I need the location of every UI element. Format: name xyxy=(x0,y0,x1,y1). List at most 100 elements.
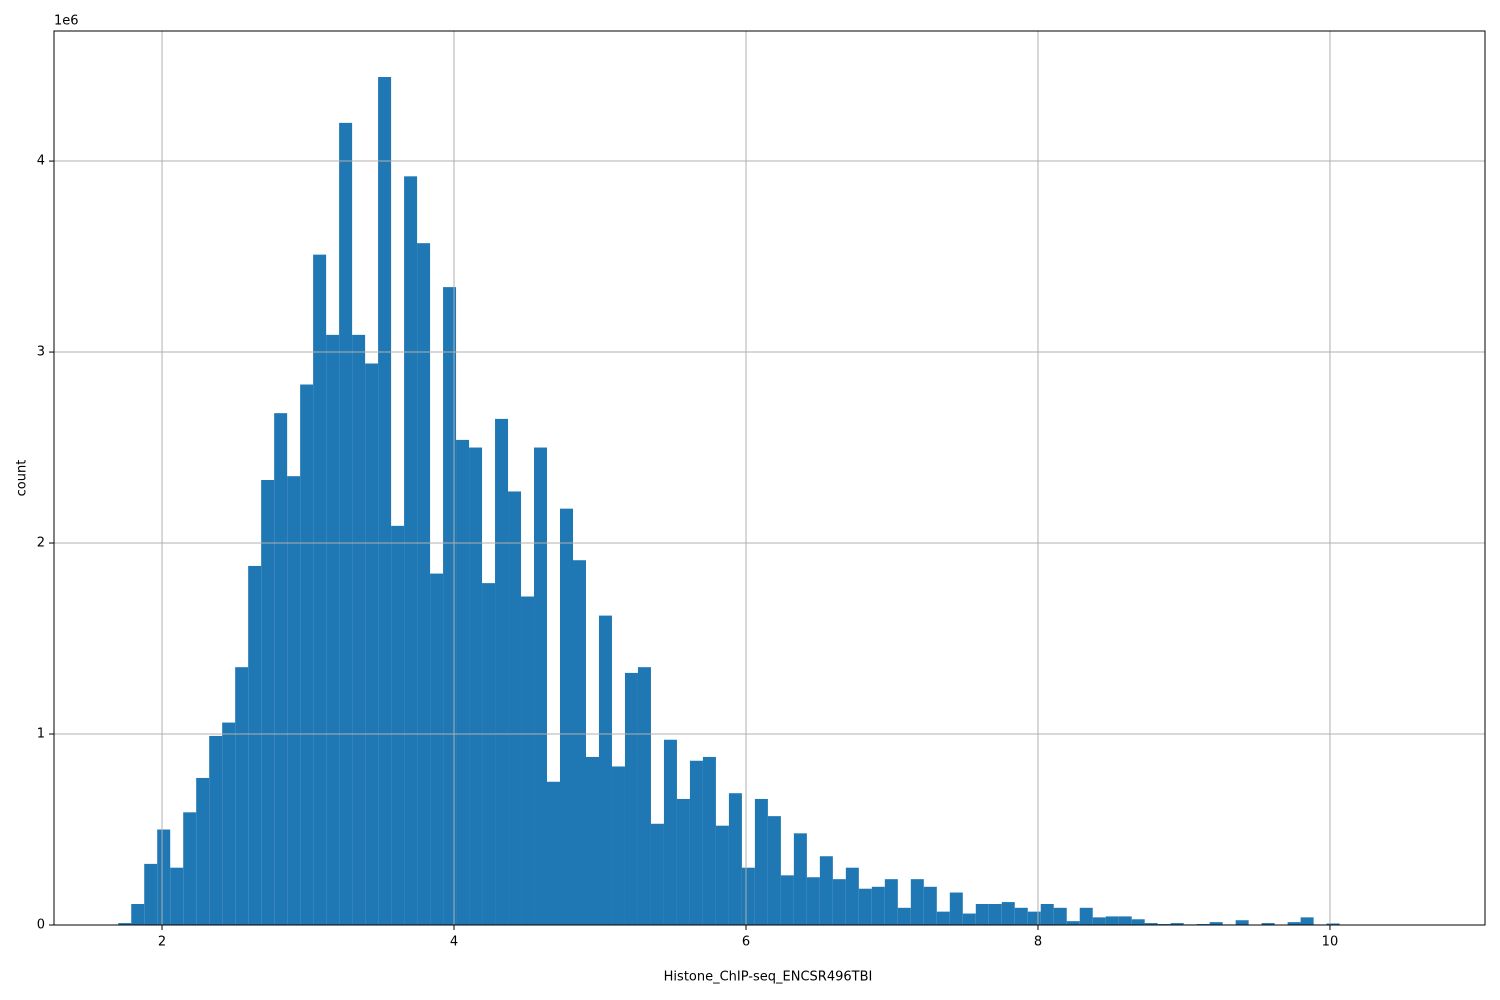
bar xyxy=(780,875,794,925)
bar xyxy=(884,879,898,925)
bar xyxy=(118,923,132,925)
bar xyxy=(715,825,729,925)
bar xyxy=(482,583,496,925)
bar xyxy=(637,667,651,925)
bar xyxy=(1014,907,1028,925)
bar xyxy=(1287,922,1301,925)
y-offset-label: 1e6 xyxy=(54,14,79,29)
bar xyxy=(404,176,418,925)
bar xyxy=(702,756,716,925)
bar xyxy=(209,735,223,925)
bar xyxy=(1118,916,1132,925)
bar xyxy=(326,334,340,925)
bar xyxy=(871,886,885,925)
bar xyxy=(1144,923,1158,925)
bar xyxy=(819,856,833,925)
bar xyxy=(676,798,690,925)
bar xyxy=(235,667,249,925)
bar xyxy=(274,413,288,925)
bar xyxy=(767,816,781,925)
bar xyxy=(287,476,301,925)
bar xyxy=(300,384,314,925)
bar xyxy=(339,122,353,925)
bar xyxy=(949,892,963,925)
bar xyxy=(443,287,457,925)
bar xyxy=(352,334,366,925)
bar xyxy=(1131,919,1145,925)
bar xyxy=(1235,920,1249,925)
bar xyxy=(1170,923,1184,925)
bar xyxy=(754,798,768,925)
bar xyxy=(365,363,379,925)
bar xyxy=(508,491,522,925)
y-tick-label: 0 xyxy=(37,918,45,933)
bar xyxy=(663,739,677,925)
x-tick-label: 2 xyxy=(158,935,166,950)
bar xyxy=(313,254,327,925)
bar xyxy=(741,867,755,925)
bar xyxy=(793,833,807,925)
bar xyxy=(560,508,573,925)
y-tick-label: 2 xyxy=(37,536,45,551)
bar xyxy=(1209,922,1223,925)
bar xyxy=(222,722,236,925)
bar xyxy=(1040,903,1054,925)
y-axis-label: count xyxy=(15,460,30,497)
bar xyxy=(547,781,561,925)
bar xyxy=(598,615,612,925)
bar xyxy=(962,913,976,925)
bar xyxy=(430,573,444,925)
bar xyxy=(196,777,210,925)
bar xyxy=(1105,916,1119,925)
bar xyxy=(469,447,483,925)
bar xyxy=(417,243,431,925)
bar xyxy=(1326,923,1340,925)
bar xyxy=(534,447,548,925)
y-tick-label: 4 xyxy=(37,154,45,169)
bar xyxy=(611,766,625,925)
bar xyxy=(248,565,262,925)
x-tick-label: 6 xyxy=(742,935,750,950)
bar xyxy=(923,886,937,925)
bar xyxy=(157,829,171,925)
bar xyxy=(391,525,405,925)
bar xyxy=(1066,921,1080,925)
bar xyxy=(170,867,184,925)
bar xyxy=(858,888,872,925)
y-tick-label: 1 xyxy=(37,727,45,742)
x-tick-label: 8 xyxy=(1034,935,1042,950)
bar xyxy=(832,879,846,925)
bar xyxy=(1261,923,1275,925)
bar xyxy=(1053,907,1067,925)
y-tick-label: 3 xyxy=(37,345,45,360)
bar xyxy=(1079,907,1093,925)
x-tick-label: 4 xyxy=(450,935,458,950)
bar xyxy=(456,439,470,925)
bar xyxy=(144,863,158,925)
bar xyxy=(910,879,924,925)
bar xyxy=(975,903,989,925)
bar xyxy=(183,812,197,925)
bar xyxy=(624,672,638,925)
x-tick-label: 10 xyxy=(1322,935,1339,950)
bar xyxy=(585,756,599,925)
bar xyxy=(1027,911,1041,925)
x-axis-label: Histone_ChIP-seq_ENCSR496TBI xyxy=(664,970,873,985)
bar xyxy=(806,877,820,925)
bar xyxy=(650,823,664,925)
bar xyxy=(261,480,275,925)
bar xyxy=(495,418,509,925)
bar xyxy=(378,77,392,925)
bar xyxy=(521,596,535,925)
bar xyxy=(988,903,1002,925)
bar xyxy=(131,903,145,925)
bar xyxy=(689,760,703,925)
bar xyxy=(728,793,742,925)
bar xyxy=(845,867,859,925)
bar xyxy=(1001,902,1015,925)
plot-frame xyxy=(53,30,1486,926)
bar xyxy=(1092,917,1106,925)
bar xyxy=(1300,917,1314,925)
bar xyxy=(572,560,586,925)
